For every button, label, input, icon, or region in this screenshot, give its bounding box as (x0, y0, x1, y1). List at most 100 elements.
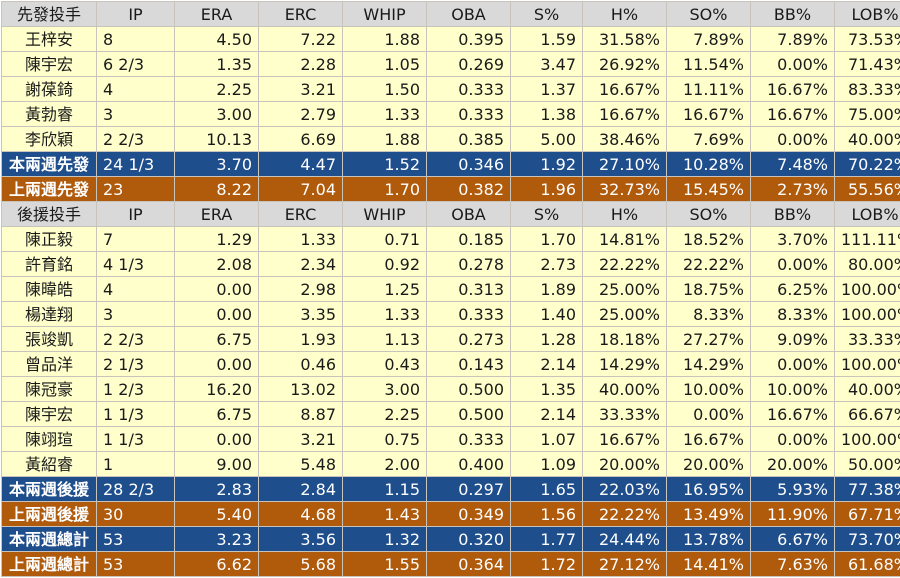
stat-cell: 0.00 (175, 277, 259, 302)
stat-cell: 8.33% (751, 302, 835, 327)
stat-cell: 16.67% (583, 102, 667, 127)
column-header: ERA (175, 202, 259, 227)
stat-cell: 0.333 (427, 302, 511, 327)
stat-cell: 1.50 (343, 77, 427, 102)
stat-cell: 0.297 (427, 477, 511, 502)
stat-cell: 16.95% (667, 477, 751, 502)
pitcher-name-cell: 黃紹睿 (2, 452, 97, 477)
stat-cell: 1.55 (343, 552, 427, 577)
stat-cell: 16.67% (583, 77, 667, 102)
stat-cell: 0.313 (427, 277, 511, 302)
pitcher-name-cell: 陳翊瑄 (2, 427, 97, 452)
stat-cell: 1.56 (511, 502, 583, 527)
stat-cell: 0.00 (175, 302, 259, 327)
stat-cell: 4 (97, 277, 175, 302)
stat-cell: 38.46% (583, 127, 667, 152)
stat-cell: 11.90% (751, 502, 835, 527)
stat-cell: 2.00 (343, 452, 427, 477)
stat-cell: 25.00% (583, 302, 667, 327)
stat-cell: 2 2/3 (97, 127, 175, 152)
stat-cell: 1.96 (511, 177, 583, 202)
stat-cell: 16.20 (175, 377, 259, 402)
pitcher-name-cell: 曾品洋 (2, 352, 97, 377)
relievers-header-label: 後援投手 (2, 202, 97, 227)
stat-cell: 3.70 (175, 152, 259, 177)
stat-cell: 40.00% (835, 127, 900, 152)
column-header: WHIP (343, 2, 427, 27)
column-header: ERC (259, 2, 343, 27)
stat-cell: 5.48 (259, 452, 343, 477)
stat-cell: 6.25% (751, 277, 835, 302)
stat-cell: 1 1/3 (97, 402, 175, 427)
stat-cell: 3.70% (751, 227, 835, 252)
stat-cell: 7.89% (751, 27, 835, 52)
column-header: IP (97, 2, 175, 27)
stat-cell: 25.00% (583, 277, 667, 302)
stat-cell: 1.88 (343, 27, 427, 52)
stat-cell: 2.79 (259, 102, 343, 127)
stat-cell: 27.12% (583, 552, 667, 577)
column-header: BB% (751, 202, 835, 227)
stat-cell: 7.22 (259, 27, 343, 52)
stat-cell: 0.185 (427, 227, 511, 252)
stat-cell: 8 (97, 27, 175, 52)
stat-cell: 1.33 (343, 102, 427, 127)
stat-cell: 1.92 (511, 152, 583, 177)
stat-cell: 1.72 (511, 552, 583, 577)
stat-cell: 1.77 (511, 527, 583, 552)
stat-cell: 2 2/3 (97, 327, 175, 352)
stat-cell: 13.49% (667, 502, 751, 527)
stat-cell: 10.13 (175, 127, 259, 152)
column-header: SO% (667, 202, 751, 227)
stat-cell: 6.67% (751, 527, 835, 552)
stat-cell: 4 1/3 (97, 252, 175, 277)
stat-cell: 0.00 (175, 352, 259, 377)
stat-cell: 10.28% (667, 152, 751, 177)
stat-cell: 0.385 (427, 127, 511, 152)
stat-cell: 27.27% (667, 327, 751, 352)
stat-cell: 3.21 (259, 427, 343, 452)
stat-cell: 0.273 (427, 327, 511, 352)
stat-cell: 3 (97, 302, 175, 327)
stat-cell: 3.35 (259, 302, 343, 327)
stat-cell: 0.333 (427, 77, 511, 102)
stat-cell: 0.364 (427, 552, 511, 577)
stat-cell: 0.00% (751, 352, 835, 377)
stat-cell: 0.500 (427, 402, 511, 427)
stat-cell: 6 2/3 (97, 52, 175, 77)
column-header: SO% (667, 2, 751, 27)
stat-cell: 1.33 (259, 227, 343, 252)
stat-cell: 5.00 (511, 127, 583, 152)
stat-cell: 1.37 (511, 77, 583, 102)
stat-cell: 1 (97, 452, 175, 477)
stat-cell: 6.75 (175, 402, 259, 427)
stat-cell: 80.00% (835, 252, 900, 277)
stat-cell: 14.81% (583, 227, 667, 252)
stat-cell: 3.00 (175, 102, 259, 127)
stat-cell: 1 2/3 (97, 377, 175, 402)
pitcher-name-cell: 許育銘 (2, 252, 97, 277)
stat-cell: 1.52 (343, 152, 427, 177)
stat-cell: 16.67% (751, 102, 835, 127)
stat-cell: 4 (97, 77, 175, 102)
stat-cell: 16.67% (667, 102, 751, 127)
stat-cell: 0.46 (259, 352, 343, 377)
stat-cell: 1.70 (511, 227, 583, 252)
stat-cell: 11.11% (667, 77, 751, 102)
stat-cell: 13.02 (259, 377, 343, 402)
column-header: H% (583, 202, 667, 227)
stat-cell: 66.67% (835, 402, 900, 427)
stat-cell: 2.08 (175, 252, 259, 277)
stat-cell: 7.89% (667, 27, 751, 52)
stat-cell: 2.14 (511, 352, 583, 377)
